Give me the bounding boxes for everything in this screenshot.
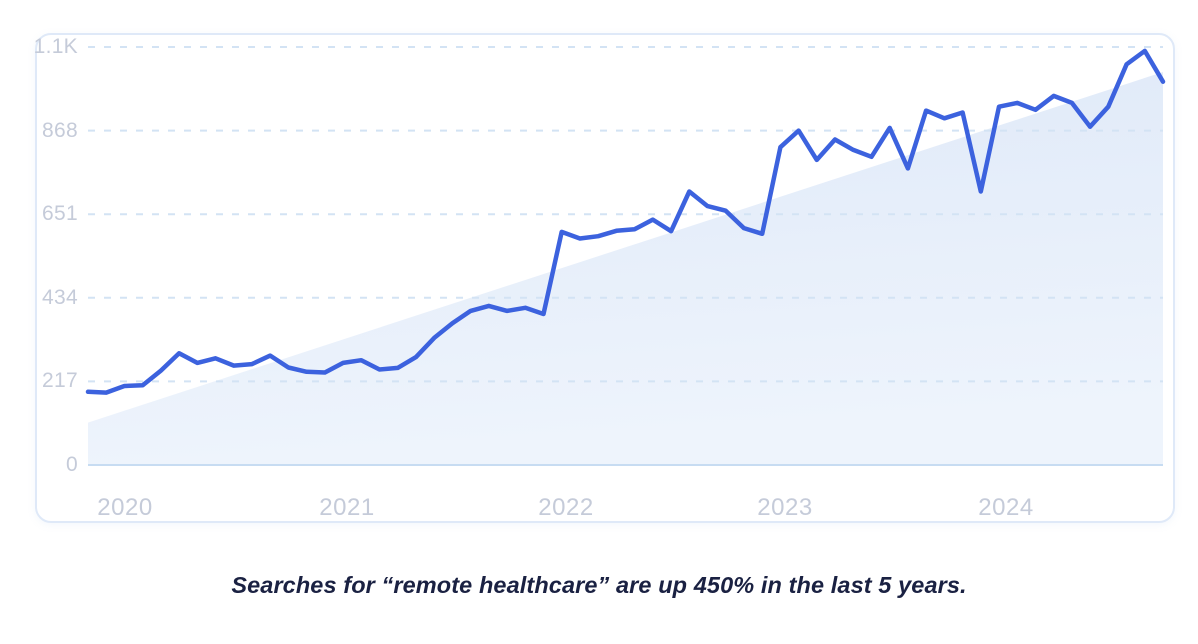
trend-area (88, 72, 1163, 465)
y-axis-tick-label: 1.1K (33, 35, 78, 58)
x-axis-tick-label: 2021 (319, 494, 375, 521)
y-axis-tick-label: 0 (66, 453, 78, 476)
y-axis-tick-label: 868 (42, 119, 78, 142)
x-axis-tick-label: 2022 (538, 494, 594, 521)
chart-card: 1.1K 868 651 434 217 0 2020 2021 2022 2023 2024 (33, 33, 1175, 523)
y-axis-tick-label: 434 (42, 286, 78, 309)
x-axis-tick-label: 2020 (97, 494, 153, 521)
chart-caption: Searches for “remote healthcare” are up … (231, 572, 967, 598)
y-axis-tick-label: 651 (42, 202, 78, 225)
chart-svg (85, 46, 1166, 466)
x-axis-tick-label: 2023 (757, 494, 813, 521)
series-line (85, 48, 1166, 395)
x-axis-tick-label: 2024 (978, 494, 1034, 521)
y-axis-tick-label: 217 (42, 369, 78, 392)
